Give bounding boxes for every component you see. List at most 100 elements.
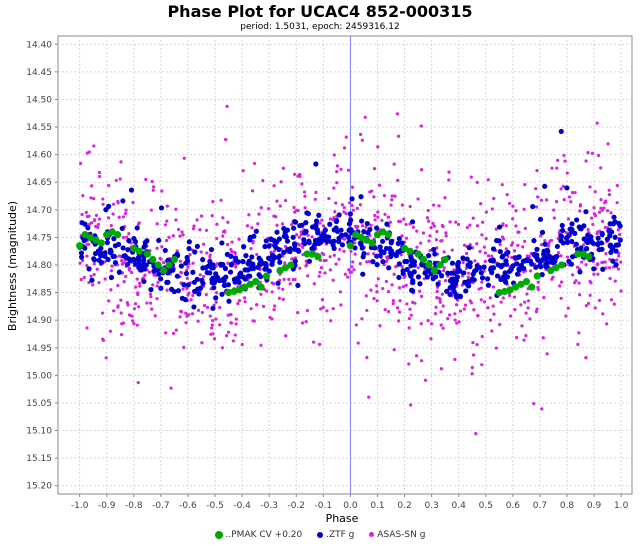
ztf-point (299, 222, 305, 228)
asas-sn-point (332, 186, 336, 190)
ztf-point (219, 291, 225, 297)
asas-sn-point (390, 283, 394, 287)
asas-sn-point (471, 341, 475, 345)
ztf-point (564, 185, 570, 191)
legend-item-pmak: ..PMAK CV +0.20 (214, 530, 302, 540)
asas-sn-point (300, 182, 304, 186)
asas-sn-point (600, 260, 604, 265)
ztf-point (502, 270, 508, 276)
asas-sn-point (619, 260, 623, 264)
ztf-point (104, 239, 111, 246)
pmak-point (547, 266, 555, 275)
asas-sn-point (281, 287, 285, 291)
asas-sn-point (97, 217, 102, 221)
asas-sn-point (448, 220, 452, 224)
asas-sn-point (319, 266, 324, 270)
asas-sn-point (181, 287, 185, 291)
asas-sn-point (358, 262, 362, 266)
asas-sn-point (358, 203, 363, 207)
asas-sn-point (180, 230, 184, 234)
y-tick-label: 14.80 (26, 261, 52, 271)
asas-sn-point (337, 257, 341, 261)
ztf-point (79, 220, 85, 226)
axis-ticks: 14.40 14.45 14.50 14.55 14.60 14.65 14.70 14.75… (26, 40, 628, 511)
asas-sn-point (443, 196, 447, 200)
asas-sn-point (435, 229, 439, 234)
asas-sn-point (351, 260, 355, 264)
asas-sn-point (465, 225, 470, 230)
asas-sn-point (192, 224, 196, 228)
ztf-point (566, 258, 572, 264)
asas-sn-point (318, 270, 322, 274)
asas-sn-point (477, 287, 481, 291)
asas-sn-point (559, 254, 563, 258)
ztf-point (426, 253, 432, 259)
asas-sn-point (446, 316, 450, 321)
ztf-point (210, 305, 216, 311)
ztf-point (246, 258, 252, 264)
y-axis-label: Brightness (magnitude) (6, 201, 19, 331)
asas-sn-point (340, 203, 344, 207)
asas-sn-point (385, 259, 389, 264)
ztf-point (281, 225, 287, 232)
asas-sn-point (81, 258, 85, 263)
ztf-point (271, 253, 277, 260)
y-tick-label: 15.20 (26, 482, 52, 492)
asas-sn-point (255, 252, 259, 257)
asas-sn-point (383, 212, 387, 216)
asas-sn-point (145, 301, 149, 305)
pmak-point (149, 255, 157, 264)
asas-sn-point (294, 208, 299, 212)
asas-sn-point (255, 303, 259, 307)
ztf-point (107, 247, 114, 253)
asas-sn-point (125, 300, 129, 305)
ztf-point (207, 258, 213, 265)
ztf-point (295, 247, 301, 253)
asas-sn-point (85, 254, 89, 258)
asas-sn-point (92, 144, 96, 148)
ztf-point (333, 217, 340, 224)
asas-sn-point (321, 224, 326, 228)
asas-sn-point (165, 204, 169, 208)
ztf-point (191, 279, 198, 285)
asas-sn-point (331, 278, 335, 282)
asas-sn-point (130, 270, 134, 275)
ztf-point (450, 281, 456, 287)
asas-sn-point (306, 274, 310, 278)
asas-sn-point (165, 219, 169, 223)
x-tick-label: 0.0 (343, 501, 358, 511)
ztf-point (158, 276, 164, 282)
asas-sn-point (480, 334, 484, 339)
asas-sn-point (114, 178, 118, 183)
asas-sn-point (396, 178, 400, 182)
asas-sn-point (334, 201, 338, 205)
asas-sn-point (413, 301, 417, 305)
asas-sn-point (607, 188, 611, 192)
ztf-point (303, 228, 309, 235)
ztf-point (517, 265, 523, 271)
ztf-point (316, 212, 322, 218)
ztf-point (275, 280, 281, 286)
asas-sn-point (539, 234, 543, 238)
asas-sn-point (275, 199, 279, 203)
ztf-point (213, 295, 219, 301)
asas-sn-point (123, 211, 128, 216)
asas-sn-point (120, 322, 124, 326)
asas-sn-point (441, 326, 445, 330)
ztf-point (502, 277, 508, 283)
ztf-point (162, 247, 168, 254)
asas-sn-point (448, 313, 452, 317)
pmak-point (574, 250, 582, 258)
asas-sn-point (218, 323, 222, 327)
asas-sn-point (117, 215, 121, 219)
ztf-point (493, 237, 500, 244)
asas-sn-point (474, 431, 478, 436)
x-axis-label: Phase (326, 512, 359, 525)
asas-sn-point (92, 196, 96, 201)
ztf-point (192, 249, 198, 255)
ztf-point (222, 265, 228, 272)
asas-sn-point (617, 254, 621, 258)
asas-sn-point (188, 253, 192, 257)
ztf-point (558, 233, 564, 239)
asas-sn-point (80, 212, 84, 217)
